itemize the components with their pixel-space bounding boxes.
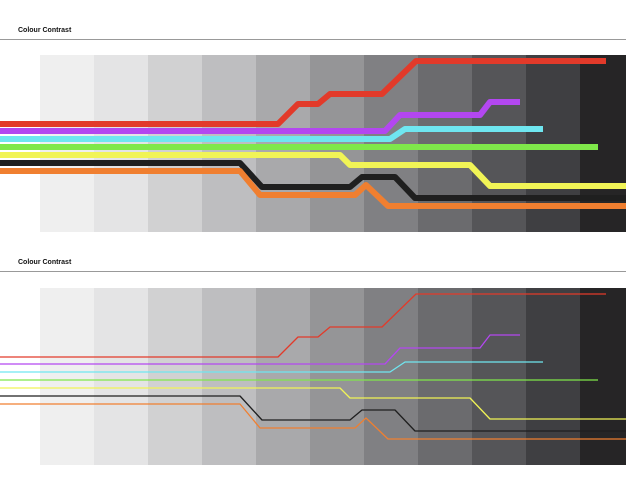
contrast-line	[0, 334, 520, 365]
contrast-line	[0, 395, 626, 432]
contrast-line	[0, 58, 606, 127]
gray-step	[148, 288, 202, 465]
contrast-line	[0, 293, 606, 358]
gray-step	[40, 55, 94, 232]
gray-step	[472, 288, 526, 465]
contrast-line	[0, 361, 543, 373]
contrast-line	[0, 99, 520, 134]
gray-step	[310, 288, 364, 465]
gray-step	[526, 288, 580, 465]
panel-title: Colour Contrast	[18, 259, 72, 266]
gray-step	[418, 55, 472, 232]
panel	[0, 55, 626, 232]
gray-step	[526, 55, 580, 232]
contrast-line	[0, 403, 626, 440]
gray-step	[148, 55, 202, 232]
contrast-line	[0, 160, 626, 201]
gray-step	[94, 288, 148, 465]
gray-step	[202, 55, 256, 232]
contrast-line	[0, 126, 543, 142]
gray-step	[580, 288, 626, 465]
panel	[0, 288, 626, 465]
gray-step	[580, 55, 626, 232]
gray-step	[418, 288, 472, 465]
gray-step	[40, 288, 94, 465]
contrast-line	[0, 387, 626, 420]
gray-step	[202, 288, 256, 465]
panel-title: Colour Contrast	[18, 27, 72, 34]
gray-step	[310, 55, 364, 232]
contrast-line	[0, 152, 626, 189]
gray-step	[256, 288, 310, 465]
contrast-line	[0, 168, 626, 209]
gray-step	[94, 55, 148, 232]
gray-step	[472, 55, 526, 232]
gray-step	[256, 55, 310, 232]
